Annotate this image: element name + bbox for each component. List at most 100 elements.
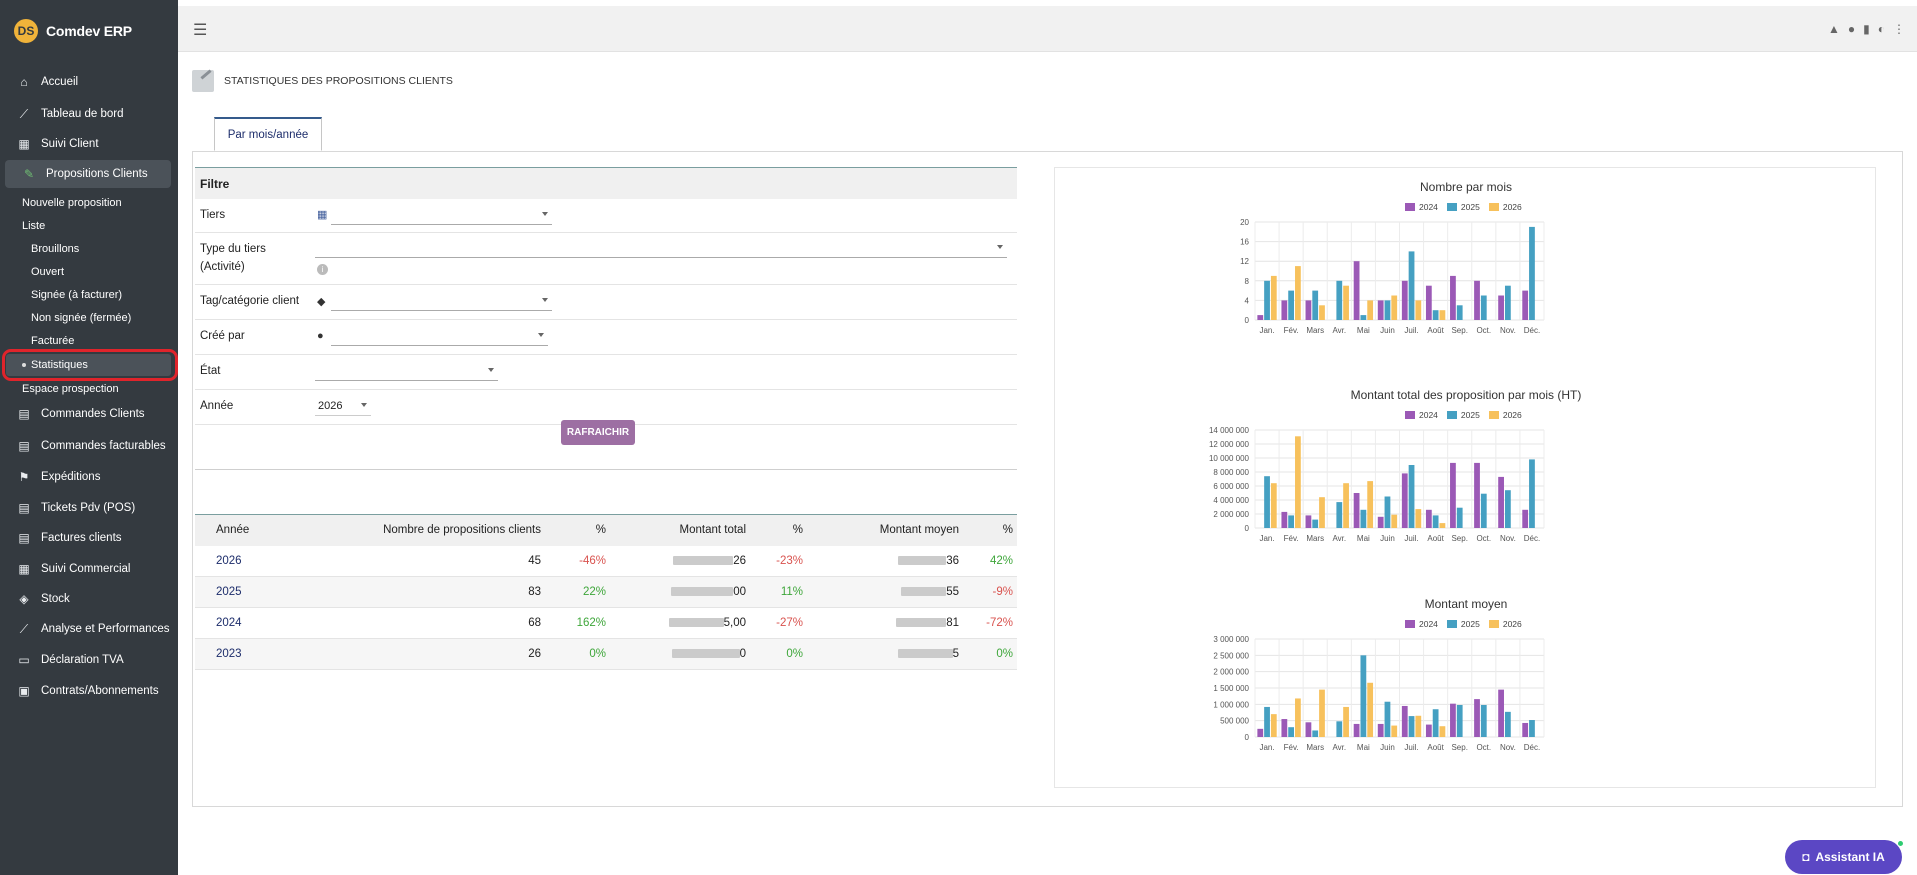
total-cell: 0 — [610, 638, 750, 670]
tab-par-mois-annee[interactable]: Par mois/année — [214, 117, 322, 151]
legend-label: 2025 — [1460, 410, 1480, 420]
legend-item[interactable]: 2026 — [1488, 410, 1522, 420]
sidebar-item-factures-clients[interactable]: ▤ Factures clients — [0, 524, 178, 552]
legend-item[interactable]: 2026 — [1488, 202, 1522, 212]
bar — [1456, 305, 1463, 320]
tag-select[interactable] — [331, 293, 552, 311]
bar — [1305, 722, 1312, 737]
submenu-label: Espace prospection — [22, 383, 119, 395]
bar — [1353, 261, 1360, 320]
y-tick-label: 2 000 000 — [1213, 510, 1249, 519]
year-link[interactable]: 2024 — [195, 607, 265, 639]
bar — [1343, 483, 1349, 528]
sidebar-item-tableau-de-bord[interactable]: ⟋ Tableau de bord — [0, 100, 178, 128]
submenu-nouvelle-proposition[interactable]: Nouvelle proposition — [0, 192, 178, 214]
tab-panel — [192, 151, 1903, 807]
file-icon: ▤ — [18, 531, 30, 545]
year-link[interactable]: 2023 — [195, 638, 265, 670]
submenu-facturee[interactable]: Facturée — [0, 330, 178, 352]
y-tick-label: 4 — [1245, 296, 1250, 305]
bar — [1312, 519, 1319, 528]
sidebar-item-accueil[interactable]: ⌂ Accueil — [0, 68, 178, 96]
x-tick-label: Avr. — [1332, 534, 1346, 543]
sidebar-item-contrats[interactable]: ▣ Contrats/Abonnements — [0, 677, 178, 705]
sidebar-item-declaration-tva[interactable]: ▭ Déclaration TVA — [0, 646, 178, 674]
robot-icon: ◘ — [1802, 850, 1810, 864]
assistant-label: Assistant IA — [1815, 850, 1885, 864]
avg-cell: 5 — [807, 638, 963, 670]
submenu-label: Non signée (fermée) — [31, 312, 132, 324]
col-montant-moyen: Montant moyen — [807, 514, 963, 546]
bar — [1270, 275, 1277, 320]
chart-legend: 2024 2025 2026 — [1405, 619, 1522, 629]
cree-par-select[interactable] — [331, 328, 548, 346]
etat-select[interactable] — [315, 363, 498, 381]
bar — [1270, 714, 1277, 737]
bar — [1391, 725, 1398, 737]
chart-legend: 2024 2025 2026 — [1405, 410, 1522, 420]
legend-label: 2024 — [1419, 202, 1438, 212]
x-tick-label: Déc. — [1524, 534, 1540, 543]
pct-cell: 22% — [545, 576, 610, 608]
legend-swatch — [1405, 411, 1415, 419]
user-icon[interactable]: ◐ — [1877, 22, 1885, 36]
filter-form: Filtre Tiers ▦ Type du tiers (Activité) i… — [195, 167, 1017, 470]
bar — [1377, 723, 1384, 737]
hamburger-icon[interactable]: ☰ — [193, 22, 208, 39]
submenu-liste[interactable]: Liste — [0, 215, 178, 237]
redacted-value — [901, 587, 947, 597]
info-icon[interactable]: i — [317, 264, 328, 275]
legend-swatch — [1405, 620, 1415, 628]
sidebar-item-tickets-pdv[interactable]: ▤ Tickets Pdv (POS) — [0, 494, 178, 522]
brand-name: Comdev ERP — [46, 23, 132, 39]
submenu-espace-prospection[interactable]: Espace prospection — [0, 378, 178, 400]
x-tick-label: Sep. — [1451, 743, 1467, 752]
sidebar-item-commandes-clients[interactable]: ▤ Commandes Clients — [0, 400, 178, 428]
refresh-button[interactable]: RAFRAICHIR — [561, 420, 635, 445]
legend-item[interactable]: 2026 — [1488, 619, 1522, 629]
type-tiers-select[interactable] — [315, 240, 1007, 258]
legend-item[interactable]: 2024 — [1405, 410, 1438, 420]
annee-select[interactable]: 2026 — [315, 398, 371, 416]
sidebar-item-suivi-commercial[interactable]: ▦ Suivi Commercial — [0, 555, 178, 583]
legend-item[interactable]: 2025 — [1446, 410, 1480, 420]
submenu-label: Brouillons — [31, 243, 80, 255]
legend-item[interactable]: 2024 — [1405, 619, 1438, 629]
x-tick-label: Jan. — [1259, 534, 1274, 543]
trash-icon[interactable]: ▮ — [1863, 22, 1870, 36]
more-icon[interactable]: ⋮ — [1893, 22, 1905, 36]
legend-item[interactable]: 2025 — [1446, 202, 1480, 212]
submenu-brouillons[interactable]: Brouillons — [0, 238, 178, 260]
tiers-select[interactable] — [331, 207, 552, 225]
brand[interactable]: DS Comdev ERP — [0, 0, 178, 62]
year-link[interactable]: 2026 — [195, 545, 265, 577]
sidebar-item-stock[interactable]: ◈ Stock — [0, 585, 178, 613]
y-tick-label: 1 000 000 — [1213, 700, 1249, 709]
bar — [1360, 655, 1367, 737]
submenu-non-signee[interactable]: Non signée (fermée) — [0, 307, 178, 329]
legend-item[interactable]: 2024 — [1405, 202, 1438, 212]
bar — [1474, 462, 1480, 528]
y-tick-label: 2 000 000 — [1213, 668, 1249, 677]
sidebar-item-analyse[interactable]: ⟋ Analyse et Performances — [0, 615, 178, 643]
chat-icon[interactable]: ● — [1847, 22, 1856, 36]
assistant-ia-button[interactable]: ◘ Assistant IA — [1785, 840, 1904, 874]
submenu-ouvert[interactable]: Ouvert — [0, 261, 178, 283]
submenu-statistiques[interactable]: Statistiques — [6, 354, 171, 376]
x-tick-label: Août — [1427, 534, 1444, 543]
bar — [1353, 723, 1360, 737]
sidebar-item-commandes-facturables[interactable]: ▤ Commandes facturables — [0, 432, 178, 460]
submenu-signee[interactable]: Signée (à facturer) — [0, 284, 178, 306]
x-tick-label: Juin — [1380, 534, 1395, 543]
chart-montant-moyen: Montant moyen 2024 2025 2026 0 500 000 1 0… — [1055, 585, 1877, 790]
redacted-value — [897, 649, 953, 659]
legend-item[interactable]: 2025 — [1446, 619, 1480, 629]
bar — [1439, 523, 1446, 528]
sidebar-item-suivi-client[interactable]: ▦ Suivi Client — [0, 130, 178, 158]
filter-row-type-tiers: Type du tiers (Activité) i — [195, 233, 1017, 285]
bell-icon[interactable]: ▲ — [1828, 22, 1840, 36]
sidebar-item-propositions-clients[interactable]: ✎ Propositions Clients — [5, 160, 171, 188]
sidebar-item-expeditions[interactable]: ⚑ Expéditions — [0, 463, 178, 491]
bar — [1450, 275, 1456, 320]
year-link[interactable]: 2025 — [195, 576, 265, 608]
